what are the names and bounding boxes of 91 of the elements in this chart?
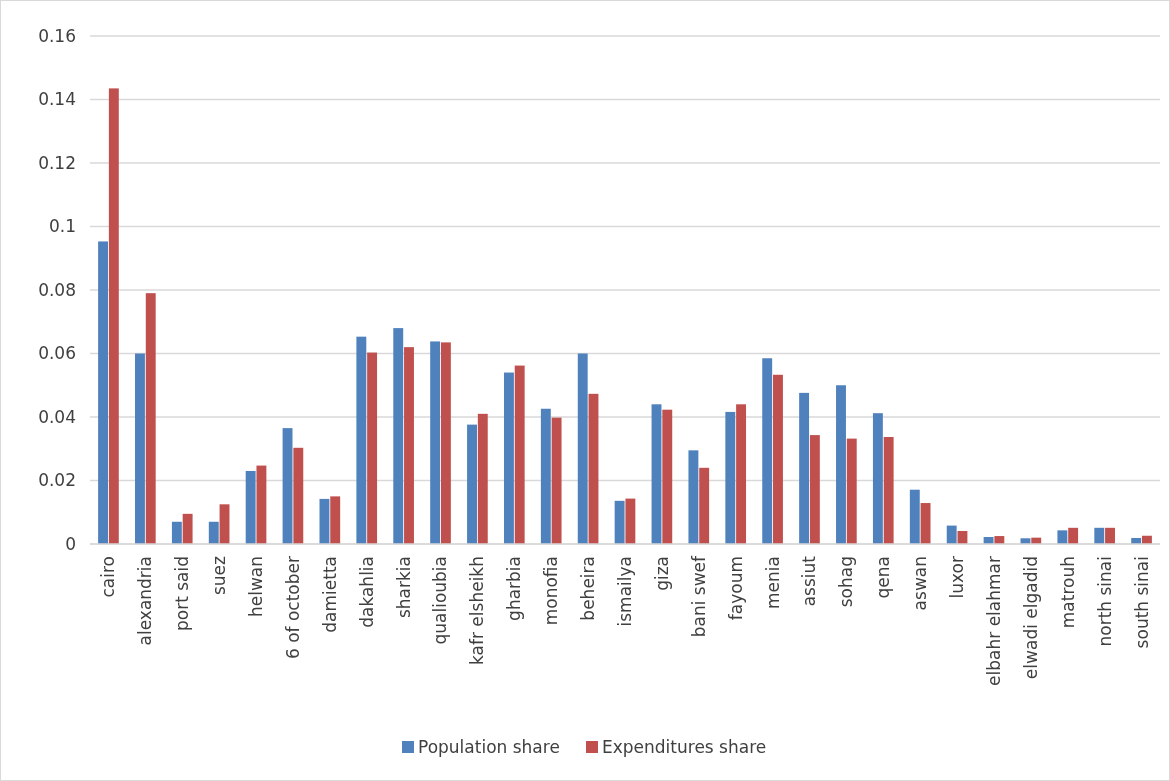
x-tick-label: bani swef [688,555,709,638]
x-tick-label: luxor [947,556,968,599]
x-tick-label: south sinai [1131,556,1152,649]
x-tick-label: sohag [836,556,857,608]
bar [762,358,773,544]
bar [256,465,267,544]
bar [440,342,451,544]
bar [883,437,894,544]
legend-label: Population share [418,736,560,757]
bar [736,404,747,544]
x-tick-label: elbahr elahmar [983,556,1004,686]
bar [477,413,488,544]
x-tick-label: north sinai [1094,556,1115,647]
bar [662,409,673,544]
x-tick-label: ismailya [614,556,635,627]
x-tick-label: giza [651,556,672,591]
bar [182,513,193,544]
x-tick-label: 6 of october [282,555,303,660]
bar [699,467,710,544]
x-tick-label: kafr elsheikh [467,556,488,665]
y-tick-label: 0.02 [38,470,76,491]
bar [1105,527,1115,544]
bar [551,417,562,544]
bar [98,241,109,544]
x-tick-label: aswan [910,556,931,611]
bar [171,521,182,544]
bar [809,435,820,544]
bar [773,374,783,544]
x-tick-label: assiut [799,555,820,607]
bar [145,293,156,544]
x-tick-label: matrouh [1057,556,1078,629]
bar [514,365,525,544]
bar [245,470,256,544]
x-tick-label: qualioubia [430,556,451,645]
bar [725,411,736,544]
x-tick-label: menia [762,556,783,609]
bar [946,525,957,544]
bar [846,438,857,544]
bar [540,408,551,544]
bar [1057,530,1068,544]
bar [836,385,846,544]
y-tick-label: 0.06 [38,343,76,364]
x-tick-label: dakahlia [356,556,377,628]
bar [503,372,514,544]
bar [588,393,599,544]
bar [208,521,219,544]
x-tick-label: port said [172,556,193,632]
x-tick-label: suez [209,555,230,596]
x-tick-label: sharkia [393,556,414,619]
bar [319,498,330,544]
legend-label: Expenditures share [602,736,767,757]
bar [872,413,883,544]
y-tick-label: 0.1 [48,216,76,237]
bar [625,498,636,544]
x-tick-label: qena [873,556,894,599]
bar [688,450,699,544]
y-tick-label: 0.04 [38,406,76,427]
bar [909,489,920,544]
bar [293,447,304,544]
x-tick-label: damietta [319,556,340,633]
x-tick-label: monofia [541,556,562,626]
bar [282,428,293,544]
x-tick-label: beheira [578,556,599,621]
y-tick-label: 0 [65,533,76,554]
y-tick-label: 0.14 [38,89,76,110]
bar [651,404,662,544]
bar [1068,527,1079,544]
bar [957,530,968,544]
bar [920,503,931,544]
x-tick-label: fayoum [725,556,746,621]
bar [393,328,404,544]
bar [614,500,625,544]
y-tick-label: 0.12 [38,152,76,173]
bar [430,341,441,544]
bar [404,347,414,544]
y-tick-label: 0.16 [38,25,76,46]
x-tick-label: helwan [245,556,266,618]
bar [135,353,145,544]
x-tick-label: gharbia [504,556,525,621]
x-tick-label: cairo [98,556,119,598]
y-tick-label: 0.08 [38,279,76,300]
bar [108,88,119,544]
bar [799,392,810,544]
bar [467,424,477,544]
bar [367,352,378,544]
bar [1094,527,1105,544]
bar [356,336,367,544]
bar [577,353,588,544]
x-tick-label: elwadi elgadid [1020,556,1041,680]
bar [330,496,341,544]
x-tick-label: alexandria [135,556,156,646]
